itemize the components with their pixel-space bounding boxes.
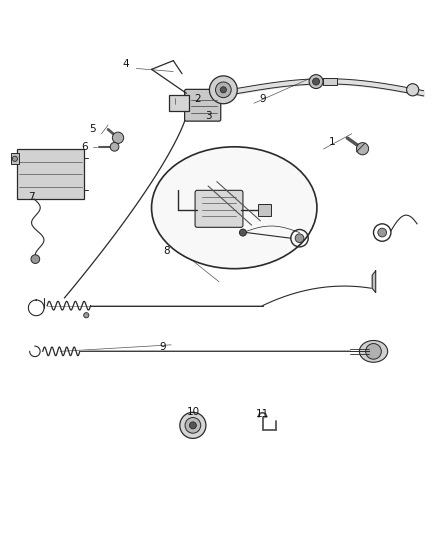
Circle shape bbox=[240, 229, 247, 236]
Circle shape bbox=[12, 156, 18, 161]
Circle shape bbox=[84, 313, 89, 318]
Text: 3: 3 bbox=[205, 111, 212, 122]
Circle shape bbox=[31, 255, 40, 263]
Text: 4: 4 bbox=[122, 59, 129, 69]
FancyBboxPatch shape bbox=[185, 90, 221, 121]
Circle shape bbox=[313, 78, 320, 85]
Circle shape bbox=[220, 87, 226, 93]
Text: 2: 2 bbox=[194, 94, 201, 104]
Circle shape bbox=[189, 422, 196, 429]
Bar bbox=[169, 95, 188, 111]
Bar bbox=[258, 204, 271, 215]
Text: 8: 8 bbox=[163, 246, 170, 256]
Circle shape bbox=[110, 142, 119, 151]
Text: 7: 7 bbox=[28, 192, 35, 202]
Circle shape bbox=[406, 84, 419, 96]
Text: 5: 5 bbox=[89, 124, 96, 134]
Bar bbox=[17, 149, 84, 199]
Ellipse shape bbox=[152, 147, 317, 269]
Circle shape bbox=[357, 143, 369, 155]
Text: 1: 1 bbox=[329, 138, 336, 148]
Circle shape bbox=[113, 132, 124, 143]
Circle shape bbox=[309, 75, 323, 88]
Circle shape bbox=[215, 82, 231, 98]
Ellipse shape bbox=[359, 341, 388, 362]
Circle shape bbox=[209, 76, 237, 104]
Text: 10: 10 bbox=[186, 407, 199, 417]
FancyBboxPatch shape bbox=[195, 190, 243, 228]
Circle shape bbox=[378, 228, 387, 237]
Text: 9: 9 bbox=[159, 342, 166, 352]
Bar bbox=[323, 78, 336, 85]
Circle shape bbox=[366, 344, 381, 359]
Circle shape bbox=[295, 234, 304, 243]
Polygon shape bbox=[372, 271, 376, 293]
Text: 6: 6 bbox=[81, 142, 88, 152]
Text: 9: 9 bbox=[259, 94, 266, 104]
Circle shape bbox=[185, 417, 201, 433]
Circle shape bbox=[180, 413, 206, 439]
Text: 11: 11 bbox=[256, 409, 269, 419]
Bar bbox=[11, 153, 19, 164]
